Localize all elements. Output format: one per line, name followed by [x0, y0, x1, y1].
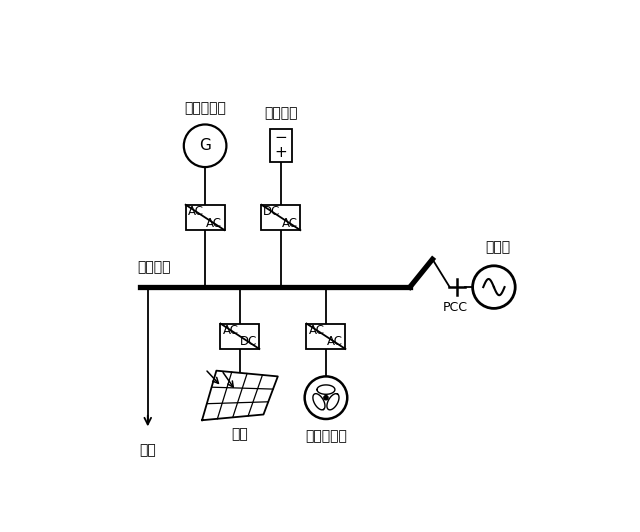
Bar [270, 129, 292, 162]
Text: DC: DC [263, 205, 280, 218]
Text: 光伏: 光伏 [232, 428, 248, 442]
Text: 水轮发电机: 水轮发电机 [305, 429, 347, 443]
Polygon shape [317, 385, 335, 394]
Text: 大电网: 大电网 [485, 240, 511, 254]
Text: 柴油发电机: 柴油发电机 [184, 102, 226, 115]
Text: AC: AC [327, 335, 343, 348]
Text: 储能装置: 储能装置 [264, 106, 298, 120]
Text: DC: DC [240, 335, 257, 348]
Text: AC: AC [223, 324, 239, 337]
Text: AC: AC [188, 205, 204, 218]
Text: 交流母线: 交流母线 [138, 260, 171, 274]
Text: AC: AC [282, 217, 298, 229]
Text: +: + [275, 145, 287, 161]
Text: −: − [275, 130, 287, 145]
Circle shape [324, 396, 328, 400]
Text: G: G [199, 138, 211, 153]
Polygon shape [327, 394, 339, 410]
Bar [307, 323, 346, 349]
Polygon shape [313, 394, 325, 410]
Bar [220, 323, 259, 349]
Polygon shape [202, 371, 278, 420]
Text: AC: AC [309, 324, 325, 337]
Bar [186, 205, 225, 230]
Text: AC: AC [206, 217, 222, 229]
Text: 负荷: 负荷 [140, 444, 156, 458]
Bar [261, 205, 300, 230]
Text: PCC: PCC [442, 302, 467, 314]
